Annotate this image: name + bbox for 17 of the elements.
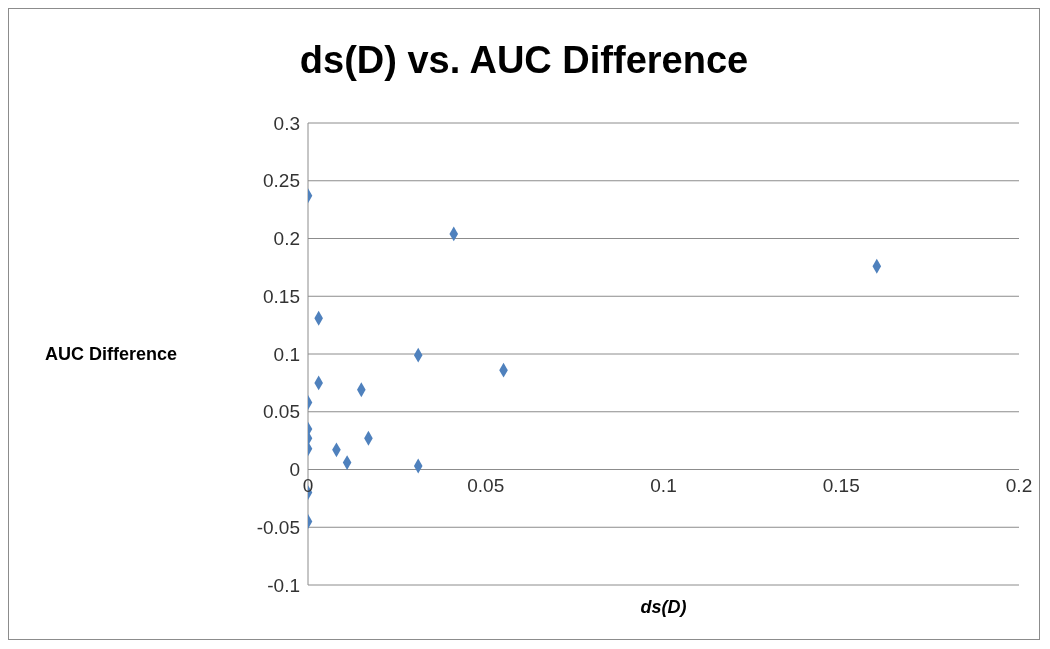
y-axis-title: AUC Difference: [45, 344, 178, 365]
y-tick-label: 0.15: [263, 285, 300, 307]
y-tick-label: 0.1: [273, 343, 300, 365]
x-tick-label: 0: [302, 474, 314, 496]
y-tick-label: 0.05: [263, 401, 300, 423]
x-tick-label: 0.05: [467, 474, 505, 496]
x-tick-label: 0.2: [1005, 474, 1033, 496]
y-tick-label: 0.3: [273, 112, 300, 134]
y-tick-label: 0.25: [263, 170, 300, 192]
y-tick-label: 0: [289, 459, 300, 481]
chart-title: ds(D) vs. AUC Difference: [298, 39, 750, 82]
y-tick-label: -0.05: [256, 516, 300, 538]
x-tick-label: 0.15: [822, 474, 860, 496]
y-tick-label: -0.1: [267, 574, 300, 596]
y-tick-label: 0.2: [273, 228, 300, 250]
x-axis-title: ds(D): [639, 597, 688, 618]
x-tick-label: 0.1: [650, 474, 677, 496]
